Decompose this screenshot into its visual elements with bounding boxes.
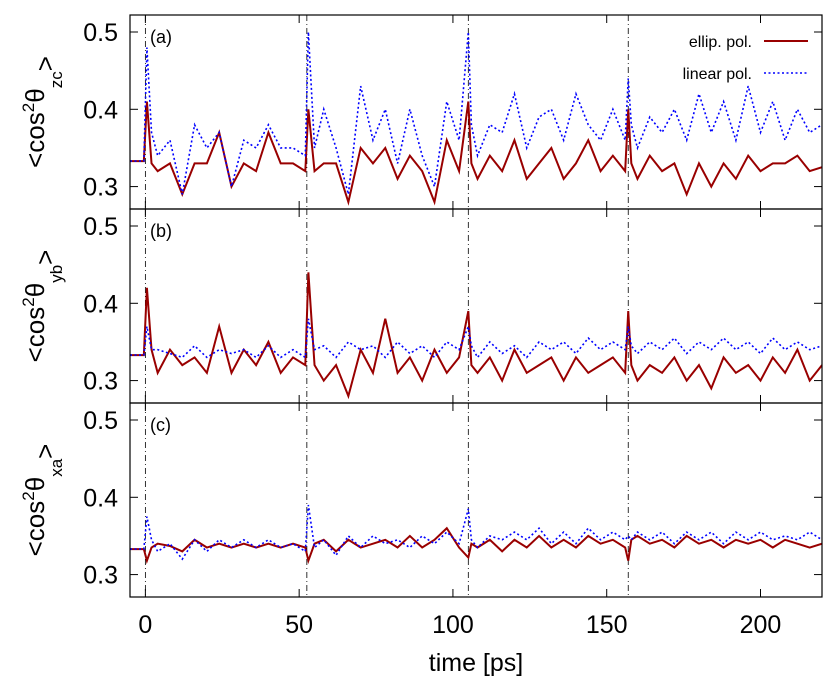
y-tick-label: 0.3 [83,368,118,396]
data-line [130,504,822,561]
y-axis-label-part: > [30,56,60,71]
y-axis-label-part: θ [20,88,50,102]
data-line [130,526,822,565]
y-axis-label-part: <cos [20,112,50,168]
y-tick-label: 0.3 [83,174,118,202]
panel-label: (c) [150,415,171,435]
y-axis-label: <cos2θzc> [19,56,66,168]
y-tick-label: 0.3 [83,562,118,590]
y-axis-label-part: <cos [20,501,50,557]
plot-frame [129,208,823,404]
panel-label: (b) [150,221,172,241]
y-axis-label: <cos2θxa> [19,444,66,557]
data-line [130,101,822,206]
y-axis-label-part: > [30,444,60,459]
y-axis-label-part: <cos [20,307,50,363]
y-axis-label-part: 2 [19,491,38,500]
y-axis-label-part: yb [47,265,66,283]
y-tick-label: 0.5 [83,213,118,241]
y-axis-label-part: 2 [19,103,38,112]
x-tick-label: 50 [285,611,313,639]
x-tick-label: 150 [586,611,628,639]
y-tick-label: 0.4 [83,96,118,124]
y-axis-label-part: > [30,250,60,265]
y-axis-label-part: 2 [19,297,38,306]
data-line [130,272,822,400]
y-tick-label: 0.5 [83,407,118,435]
x-tick-label: 0 [138,611,152,639]
y-tick-label: 0.4 [83,290,118,318]
plot-frame [129,402,823,598]
x-tick-label: 100 [432,611,474,639]
y-axis-label-part: θ [20,283,50,297]
data-line [130,318,822,359]
panel-label: (a) [150,27,172,47]
x-tick-label: 200 [740,611,782,639]
y-tick-label: 0.4 [83,484,118,512]
x-axis-label: time [ps] [429,649,523,677]
y-axis-label-part: θ [20,477,50,491]
y-axis-label-part: zc [47,71,66,89]
y-tick-label: 0.5 [83,19,118,47]
y-axis-label: <cos2θyb> [19,250,66,363]
legend-label: ellip. pol. [689,34,752,51]
legend-label: linear pol. [683,66,752,83]
y-axis-label-part: xa [47,458,66,477]
data-line [130,31,822,195]
